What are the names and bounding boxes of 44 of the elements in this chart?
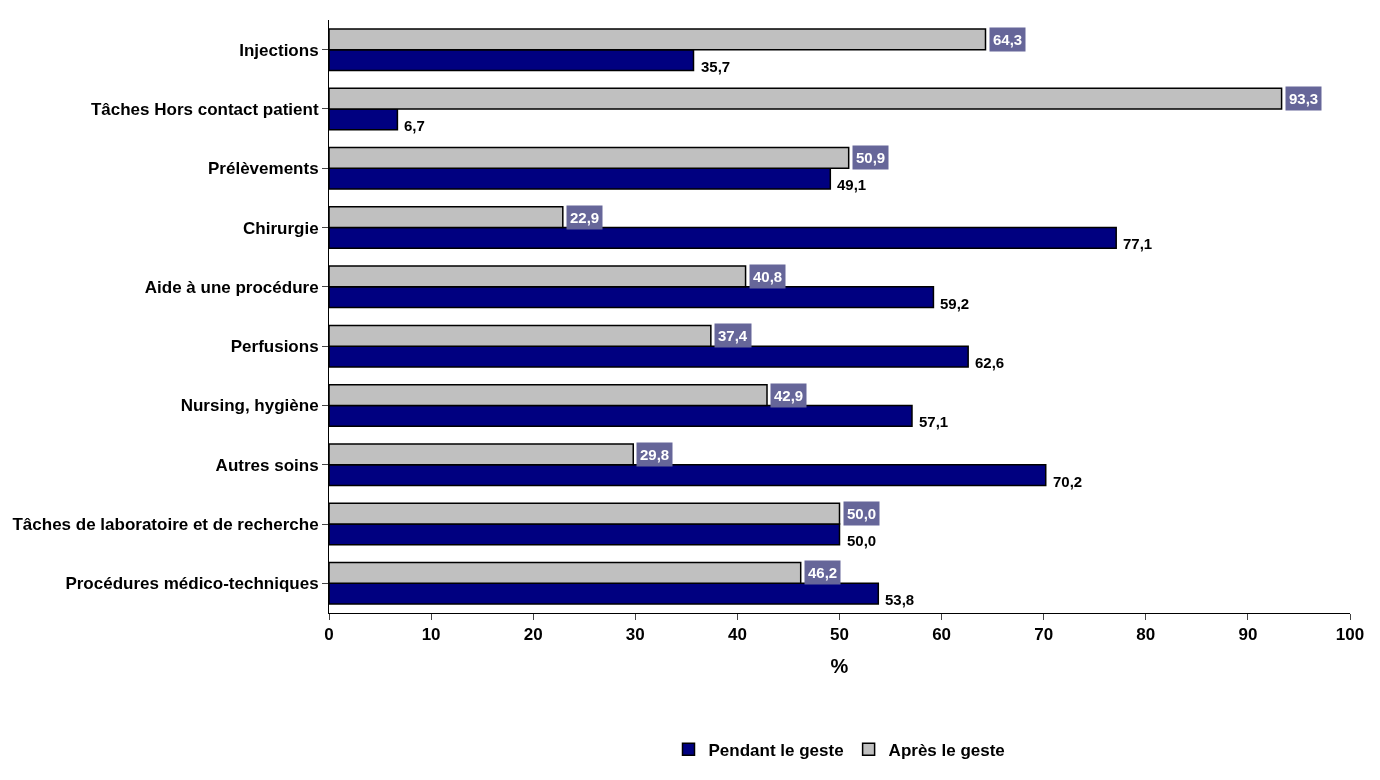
y-tick-label: Tâches de laboratoire et de recherche (12, 515, 319, 534)
data-label: 59,2 (940, 295, 970, 312)
data-label: 53,8 (885, 591, 915, 608)
y-tick-label: Aide à une procédure (144, 277, 319, 297)
x-tick-label: 30 (625, 625, 645, 645)
data-label: 57,1 (919, 413, 949, 430)
data-label: 42,9 (774, 387, 804, 404)
data-label: 64,3 (993, 31, 1023, 48)
y-tick-label: Chirurgie (243, 218, 319, 238)
x-tick-label: 90 (1238, 625, 1258, 645)
data-label: 62,6 (975, 354, 1005, 371)
data-label: 50,9 (856, 149, 886, 166)
x-tick-label: 70 (1034, 625, 1054, 645)
legend-label: Pendant le geste (708, 740, 844, 760)
y-tick-label: Procédures médico-techniques (65, 574, 319, 594)
x-axis-title: % (830, 654, 849, 677)
x-tick-label: 100 (1335, 625, 1365, 645)
y-tick-label: Tâches Hors contact patient (90, 99, 319, 119)
x-tick-label: 50 (830, 625, 849, 645)
legend-label: Après le geste (888, 740, 1005, 760)
x-tick-label: 60 (932, 625, 952, 645)
x-tick-label: 40 (727, 625, 747, 645)
data-label: 77,1 (1123, 235, 1153, 252)
data-label: 35,7 (701, 58, 731, 75)
x-tick-label: 80 (1136, 625, 1156, 645)
data-label: 6,7 (404, 117, 425, 134)
data-label: 50,0 (847, 505, 877, 522)
data-label: 70,2 (1053, 473, 1083, 490)
data-label: 93,3 (1289, 90, 1319, 107)
y-tick-label: Autres soins (215, 455, 319, 475)
y-tick-label: Injections (239, 40, 319, 60)
data-label: 40,8 (753, 268, 783, 285)
data-label: 37,4 (718, 327, 748, 344)
x-tick-label: 10 (421, 625, 441, 645)
y-tick-label: Prélèvements (208, 159, 319, 179)
data-label: 49,1 (837, 176, 867, 193)
y-tick-label: Nursing, hygiène (180, 396, 319, 416)
data-label: 50,0 (847, 532, 877, 549)
y-tick-label: Perfusions (230, 337, 319, 357)
x-tick-label: 0 (324, 625, 334, 645)
x-tick-label: 20 (523, 625, 543, 645)
data-label: 46,2 (808, 564, 838, 581)
data-label: 22,9 (570, 209, 600, 226)
data-label: 29,8 (640, 446, 670, 463)
